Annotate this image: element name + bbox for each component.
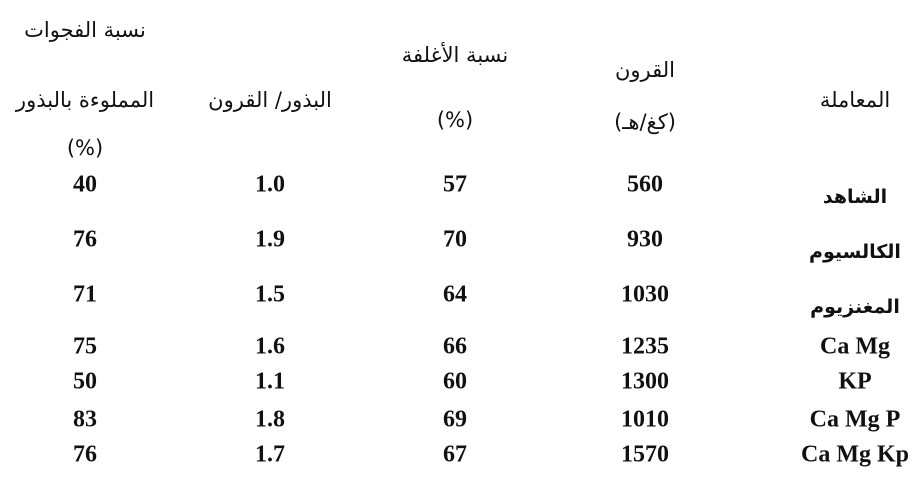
- header-text: (%): [436, 108, 474, 132]
- value-cell: 1.1: [255, 368, 285, 395]
- value-cell: 930: [627, 226, 663, 253]
- treatment-cell: Ca Mg: [820, 333, 890, 360]
- value-cell: 1.8: [255, 406, 285, 433]
- treatment-cell: الكالسيوم: [809, 241, 901, 263]
- value-cell: 1235: [621, 333, 669, 360]
- header-text: (%): [66, 136, 104, 160]
- value-cell: 76: [73, 441, 97, 468]
- treatment-cell: الشاهد: [822, 186, 888, 208]
- treatment-cell: KP: [838, 368, 872, 395]
- value-cell: 60: [443, 368, 467, 395]
- value-cell: 1.0: [255, 171, 285, 198]
- value-cell: 40: [73, 171, 97, 198]
- value-cell: 1.5: [255, 281, 285, 308]
- value-cell: 1.7: [255, 441, 285, 468]
- value-cell: 83: [73, 406, 97, 433]
- value-cell: 70: [443, 226, 467, 253]
- header-text: المعاملة: [819, 88, 891, 112]
- value-cell: 67: [443, 441, 467, 468]
- treatment-cell: المغنزيوم: [810, 296, 900, 318]
- value-cell: 1030: [621, 281, 669, 308]
- value-cell: 1.9: [255, 226, 285, 253]
- value-cell: 1300: [621, 368, 669, 395]
- value-cell: 76: [73, 226, 97, 253]
- value-cell: 66: [443, 333, 467, 360]
- header-text: نسبة الأغلفة: [401, 43, 509, 67]
- treatment-cell: Ca Mg P: [809, 406, 901, 433]
- value-cell: 1570: [621, 441, 669, 468]
- value-cell: 71: [73, 281, 97, 308]
- value-cell: 75: [73, 333, 97, 360]
- header-text: البذور/ القرون: [208, 88, 332, 112]
- value-cell: 64: [443, 281, 467, 308]
- header-text: (كغ/هـ): [614, 110, 676, 134]
- header-text: القرون: [614, 58, 676, 82]
- value-cell: 1010: [621, 406, 669, 433]
- value-cell: 69: [443, 406, 467, 433]
- value-cell: 560: [627, 171, 663, 198]
- value-cell: 57: [443, 171, 467, 198]
- header-text: نسبة الفجوات: [24, 18, 146, 42]
- value-cell: 50: [73, 368, 97, 395]
- header-text: المملوءة بالبذور: [15, 88, 155, 112]
- value-cell: 1.6: [255, 333, 285, 360]
- treatment-cell: Ca Mg Kp: [801, 441, 909, 468]
